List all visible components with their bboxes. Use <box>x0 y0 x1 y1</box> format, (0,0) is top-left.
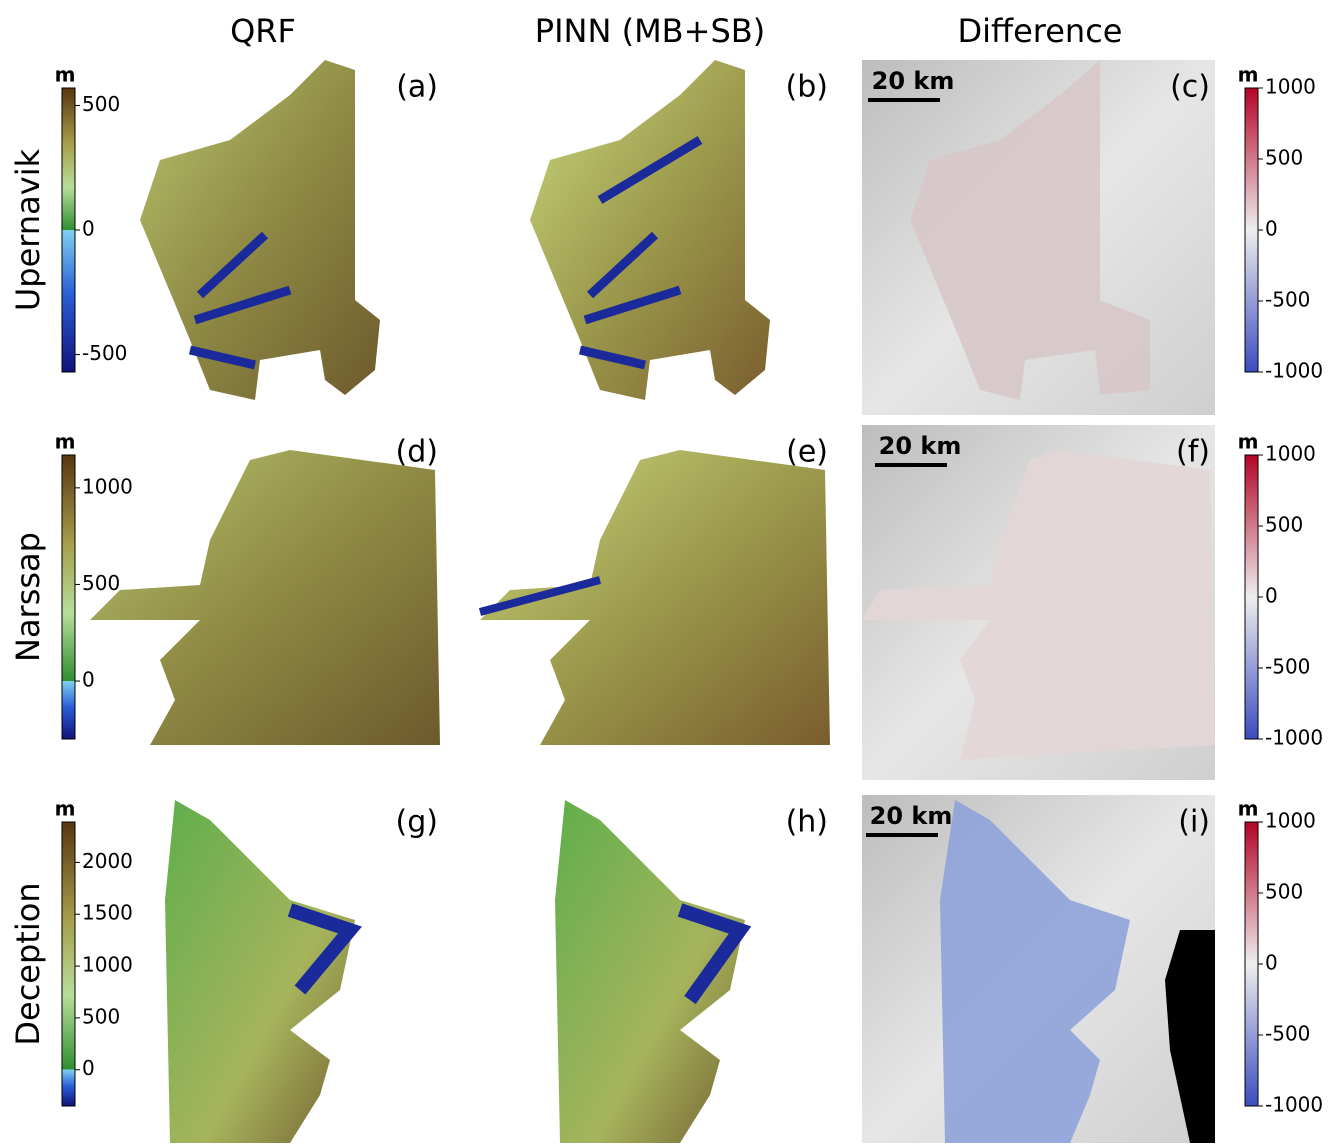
map <box>940 800 1130 1143</box>
colorbar <box>61 454 76 740</box>
panel-label: (f) <box>1176 435 1210 470</box>
colorbar <box>1244 821 1259 1107</box>
colorbar-tick-label: -500 <box>1265 288 1310 312</box>
colorbar-unit: m <box>55 797 76 821</box>
row-title: Deception <box>9 882 47 1045</box>
panel-label: (a) <box>396 70 438 105</box>
panel-label: (b) <box>786 70 828 105</box>
colorbar-tick-label: 1000 <box>1265 442 1316 466</box>
map <box>90 450 440 745</box>
map <box>910 60 1150 400</box>
colorbar-tick-label: 500 <box>82 92 120 116</box>
maps <box>90 60 1215 1143</box>
colorbar-tick-label: 1000 <box>1265 809 1316 833</box>
map <box>1165 930 1215 1143</box>
map <box>140 60 380 400</box>
labels: QRF PINN (MB+SB) Difference Upernavik (a) (b)… <box>9 12 1323 1117</box>
fjord <box>287 903 752 1005</box>
colorbar <box>61 821 76 1107</box>
colorbar-unit: m <box>1238 430 1259 454</box>
scale-bar-label: 20 km <box>870 802 953 830</box>
colorbar-unit: m <box>55 430 76 454</box>
panel-label: (c) <box>1170 70 1210 105</box>
colorbar-tick-label: 500 <box>82 1004 120 1028</box>
scale-bar-label: 20 km <box>872 67 955 95</box>
colorbar-tick-label: 500 <box>1265 513 1303 537</box>
panel-label: (d) <box>396 435 438 470</box>
colorbar-tick-label: 1000 <box>82 953 133 977</box>
fjord <box>478 576 602 616</box>
map <box>165 800 355 1143</box>
colorbar-tick-label: 500 <box>1265 146 1303 170</box>
fjord <box>188 136 703 370</box>
colorbar-tick-label: 500 <box>82 571 120 595</box>
colorbar-tick-label: 0 <box>1265 951 1278 975</box>
map <box>862 450 1215 760</box>
colorbar-tick-label: -1000 <box>1265 726 1323 750</box>
colorbar-tick-label: 1000 <box>1265 75 1316 99</box>
panel-label: (h) <box>786 805 828 840</box>
panel-label: (i) <box>1178 805 1210 840</box>
colorbar <box>1244 87 1259 373</box>
colorbar-tick-label: 0 <box>1265 217 1278 241</box>
colorbar-tick-label: 1500 <box>82 901 133 925</box>
colorbar-tick-label: 0 <box>82 668 95 692</box>
colorbar-tick-label: 0 <box>1265 584 1278 608</box>
map <box>480 450 830 745</box>
colorbar-tick-label: 0 <box>82 217 95 241</box>
colorbar-unit: m <box>1238 63 1259 87</box>
colorbar-unit: m <box>55 63 76 87</box>
column-title: Difference <box>958 12 1123 50</box>
map <box>555 800 745 1143</box>
row-title: Narssap <box>9 532 47 662</box>
colorbar-tick-label: -1000 <box>1265 359 1323 383</box>
column-title: PINN (MB+SB) <box>535 12 765 50</box>
colorbar <box>61 87 76 373</box>
colorbar-tick-label: 2000 <box>82 849 133 873</box>
colorbar-unit: m <box>1238 797 1259 821</box>
colorbar-tick-label: -500 <box>1265 1022 1310 1046</box>
map <box>530 60 770 400</box>
colorbar-tick-label: 0 <box>82 1056 95 1080</box>
panel-label: (e) <box>786 435 828 470</box>
colorbar-tick-label: 500 <box>1265 880 1303 904</box>
colorbar-tick-label: -500 <box>1265 655 1310 679</box>
colorbar-tick-label: 1000 <box>82 474 133 498</box>
row-title: Upernavik <box>9 148 47 311</box>
colorbar <box>1244 454 1259 740</box>
column-title: QRF <box>230 12 296 50</box>
colorbar-tick-label: -1000 <box>1265 1093 1323 1117</box>
scale-bar-label: 20 km <box>879 432 962 460</box>
panel-label: (g) <box>396 805 438 840</box>
colorbar-tick-label: -500 <box>82 341 127 365</box>
